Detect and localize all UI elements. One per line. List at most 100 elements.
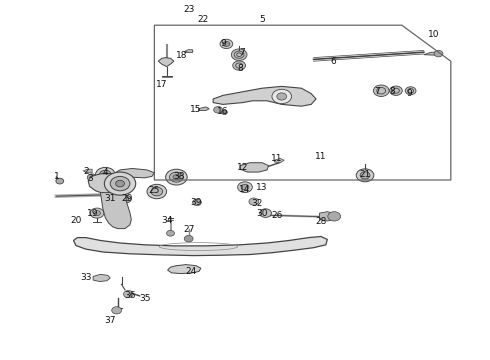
Polygon shape: [240, 163, 269, 172]
Circle shape: [170, 172, 183, 182]
Text: 33: 33: [80, 274, 92, 282]
Text: 31: 31: [104, 194, 116, 203]
Circle shape: [167, 230, 174, 236]
Text: 20: 20: [70, 216, 82, 225]
Text: 11: 11: [271, 154, 283, 163]
Circle shape: [360, 172, 370, 179]
Text: 29: 29: [122, 194, 133, 203]
Circle shape: [220, 39, 233, 49]
Polygon shape: [158, 58, 174, 67]
Text: 12: 12: [237, 163, 248, 172]
Circle shape: [434, 50, 443, 57]
Polygon shape: [185, 50, 193, 53]
Text: 3: 3: [88, 174, 94, 183]
Circle shape: [173, 175, 180, 180]
Circle shape: [184, 235, 193, 242]
Text: 13: 13: [256, 183, 268, 192]
Text: 9: 9: [406, 89, 412, 98]
Text: 16: 16: [217, 107, 229, 116]
Text: 23: 23: [183, 4, 195, 13]
Text: 9: 9: [220, 39, 226, 48]
Circle shape: [124, 197, 129, 201]
Polygon shape: [115, 168, 154, 178]
Circle shape: [223, 41, 230, 46]
Polygon shape: [168, 265, 201, 274]
Circle shape: [356, 169, 374, 182]
Polygon shape: [100, 193, 131, 229]
Text: 35: 35: [139, 294, 150, 302]
Text: 26: 26: [271, 211, 283, 220]
Circle shape: [147, 184, 167, 199]
Polygon shape: [93, 274, 110, 282]
Text: 28: 28: [315, 217, 327, 226]
Circle shape: [94, 211, 100, 216]
Circle shape: [96, 167, 115, 182]
Text: 22: 22: [198, 15, 209, 24]
Text: 21: 21: [359, 170, 371, 179]
Circle shape: [104, 172, 136, 195]
Circle shape: [231, 49, 247, 60]
Text: 18: 18: [175, 51, 187, 60]
Polygon shape: [213, 86, 316, 106]
Text: 15: 15: [190, 105, 202, 114]
Circle shape: [272, 89, 292, 104]
Circle shape: [233, 61, 245, 70]
Polygon shape: [424, 52, 439, 55]
Polygon shape: [88, 174, 131, 194]
Text: 37: 37: [104, 316, 116, 325]
Circle shape: [193, 199, 201, 206]
Circle shape: [328, 212, 341, 221]
Polygon shape: [83, 169, 92, 173]
Text: 7: 7: [374, 87, 380, 96]
Circle shape: [111, 195, 121, 203]
Text: 1: 1: [53, 172, 59, 181]
Circle shape: [166, 169, 187, 185]
Text: 34: 34: [161, 216, 172, 225]
Circle shape: [123, 291, 133, 298]
Circle shape: [110, 176, 130, 191]
Text: 10: 10: [428, 30, 440, 39]
Circle shape: [405, 87, 416, 95]
Circle shape: [214, 107, 222, 113]
Text: 39: 39: [190, 198, 202, 207]
Text: 5: 5: [259, 15, 265, 24]
Circle shape: [221, 110, 227, 114]
Text: 24: 24: [186, 267, 196, 276]
Circle shape: [102, 172, 108, 177]
Circle shape: [122, 195, 131, 203]
Text: 14: 14: [239, 184, 251, 194]
Text: 17: 17: [156, 80, 168, 89]
Text: 2: 2: [83, 166, 89, 175]
Circle shape: [260, 209, 271, 217]
Circle shape: [116, 180, 124, 187]
Circle shape: [373, 85, 389, 96]
Circle shape: [87, 174, 97, 181]
Text: 7: 7: [240, 48, 245, 57]
Text: 25: 25: [148, 186, 160, 195]
Text: 32: 32: [251, 199, 263, 208]
Polygon shape: [74, 237, 327, 256]
Polygon shape: [274, 158, 284, 163]
Circle shape: [90, 208, 104, 218]
Polygon shape: [198, 107, 209, 111]
Text: 8: 8: [389, 87, 395, 96]
Circle shape: [112, 307, 122, 314]
Circle shape: [56, 178, 64, 184]
Circle shape: [249, 198, 259, 205]
Text: 11: 11: [315, 152, 327, 161]
Text: 27: 27: [183, 225, 195, 234]
Text: 4: 4: [102, 168, 108, 177]
Circle shape: [390, 86, 402, 95]
Text: 30: 30: [256, 209, 268, 217]
Polygon shape: [319, 212, 333, 221]
Text: 6: 6: [330, 57, 336, 66]
Circle shape: [114, 197, 119, 201]
Circle shape: [277, 93, 287, 100]
Circle shape: [238, 182, 252, 193]
Circle shape: [151, 187, 163, 196]
Circle shape: [241, 184, 249, 190]
Text: 38: 38: [173, 172, 185, 181]
Text: 36: 36: [124, 292, 136, 300]
Circle shape: [99, 170, 111, 179]
Text: 8: 8: [237, 64, 243, 73]
